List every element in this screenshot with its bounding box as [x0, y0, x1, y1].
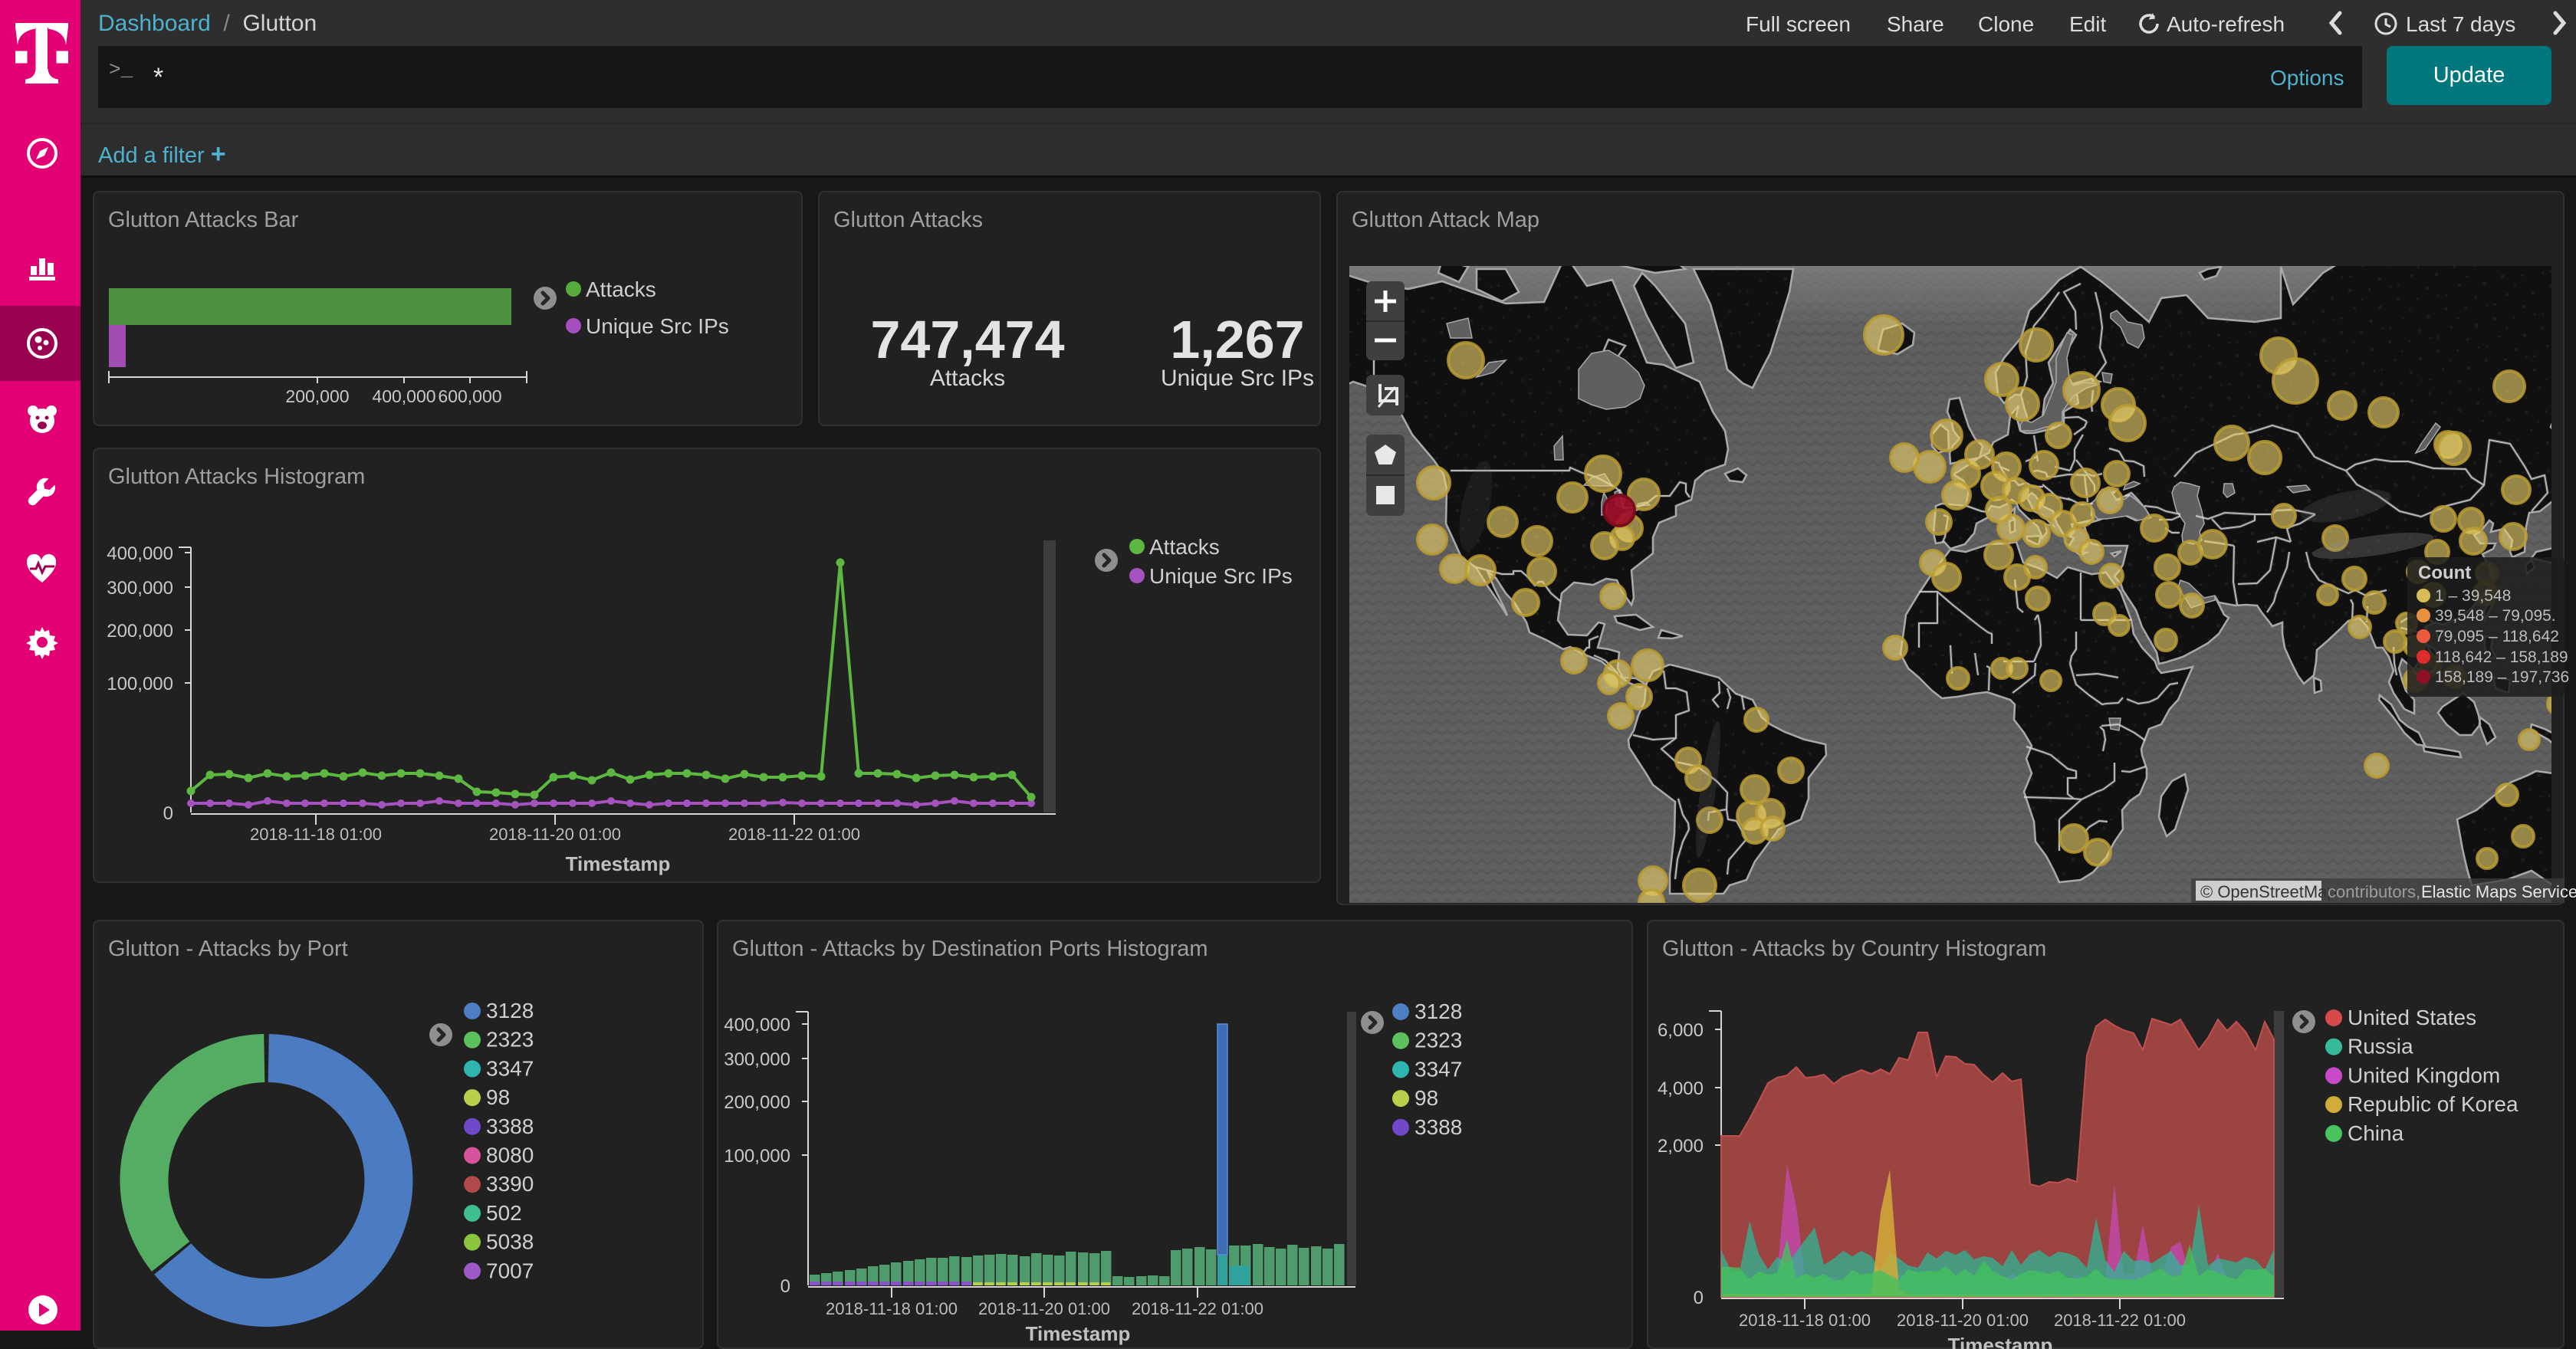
svg-text:200,000: 200,000	[285, 386, 349, 406]
svg-text:Unique Src IPs: Unique Src IPs	[586, 314, 729, 338]
svg-text:Unique Src IPs: Unique Src IPs	[1149, 564, 1293, 588]
svg-text:United Kingdom: United Kingdom	[2348, 1063, 2500, 1087]
svg-text:0: 0	[780, 1276, 790, 1297]
svg-text:2018-11-20 01:00: 2018-11-20 01:00	[978, 1299, 1110, 1318]
svg-text:6,000: 6,000	[1658, 1020, 1704, 1041]
svg-text:8080: 8080	[486, 1144, 534, 1167]
svg-text:Attacks: Attacks	[586, 277, 656, 301]
svg-text:Timestamp: Timestamp	[1948, 1334, 2053, 1349]
svg-text:3388: 3388	[486, 1114, 534, 1138]
svg-text:502: 502	[486, 1201, 522, 1225]
svg-text:3390: 3390	[486, 1172, 534, 1196]
svg-text:600,000: 600,000	[438, 386, 501, 406]
svg-text:400,000: 400,000	[372, 386, 435, 406]
svg-text:2018-11-18 01:00: 2018-11-18 01:00	[1739, 1311, 1871, 1330]
svg-text:Russia: Russia	[2348, 1035, 2413, 1059]
svg-text:2323: 2323	[1414, 1029, 1462, 1052]
svg-text:3128: 3128	[1414, 999, 1462, 1023]
svg-text:98: 98	[486, 1085, 510, 1109]
svg-text:Republic of Korea: Republic of Korea	[2348, 1092, 2518, 1116]
svg-text:3128: 3128	[486, 999, 534, 1022]
svg-text:2018-11-22 01:00: 2018-11-22 01:00	[1132, 1299, 1263, 1318]
svg-text:200,000: 200,000	[107, 621, 173, 642]
svg-text:4,000: 4,000	[1658, 1078, 1704, 1099]
svg-text:Attacks: Attacks	[1149, 535, 1220, 559]
svg-text:100,000: 100,000	[107, 674, 173, 694]
svg-text:400,000: 400,000	[107, 543, 173, 564]
svg-text:3388: 3388	[1414, 1115, 1462, 1139]
svg-text:2018-11-18 01:00: 2018-11-18 01:00	[826, 1299, 958, 1318]
svg-text:0: 0	[163, 803, 173, 824]
svg-text:100,000: 100,000	[724, 1146, 790, 1167]
svg-text:400,000: 400,000	[724, 1015, 790, 1036]
svg-text:3347: 3347	[486, 1056, 534, 1080]
svg-text:5038: 5038	[486, 1230, 534, 1254]
svg-text:3347: 3347	[1414, 1057, 1462, 1081]
svg-text:98: 98	[1414, 1086, 1438, 1110]
svg-text:2018-11-20 01:00: 2018-11-20 01:00	[489, 825, 621, 844]
svg-text:Timestamp: Timestamp	[566, 852, 671, 875]
svg-text:300,000: 300,000	[107, 578, 173, 599]
svg-text:0: 0	[1694, 1288, 1704, 1308]
svg-text:2018-11-18 01:00: 2018-11-18 01:00	[250, 825, 382, 844]
svg-text:200,000: 200,000	[724, 1092, 790, 1113]
svg-text:300,000: 300,000	[724, 1049, 790, 1070]
svg-text:Timestamp: Timestamp	[1026, 1322, 1131, 1345]
svg-text:United States: United States	[2348, 1006, 2476, 1029]
svg-text:2323: 2323	[486, 1028, 534, 1052]
svg-text:7007: 7007	[486, 1259, 534, 1282]
svg-text:China: China	[2348, 1121, 2404, 1145]
svg-text:2018-11-22 01:00: 2018-11-22 01:00	[2054, 1311, 2186, 1330]
svg-text:2018-11-20 01:00: 2018-11-20 01:00	[1897, 1311, 2029, 1330]
svg-text:2,000: 2,000	[1658, 1136, 1704, 1157]
svg-text:2018-11-22 01:00: 2018-11-22 01:00	[728, 825, 860, 844]
